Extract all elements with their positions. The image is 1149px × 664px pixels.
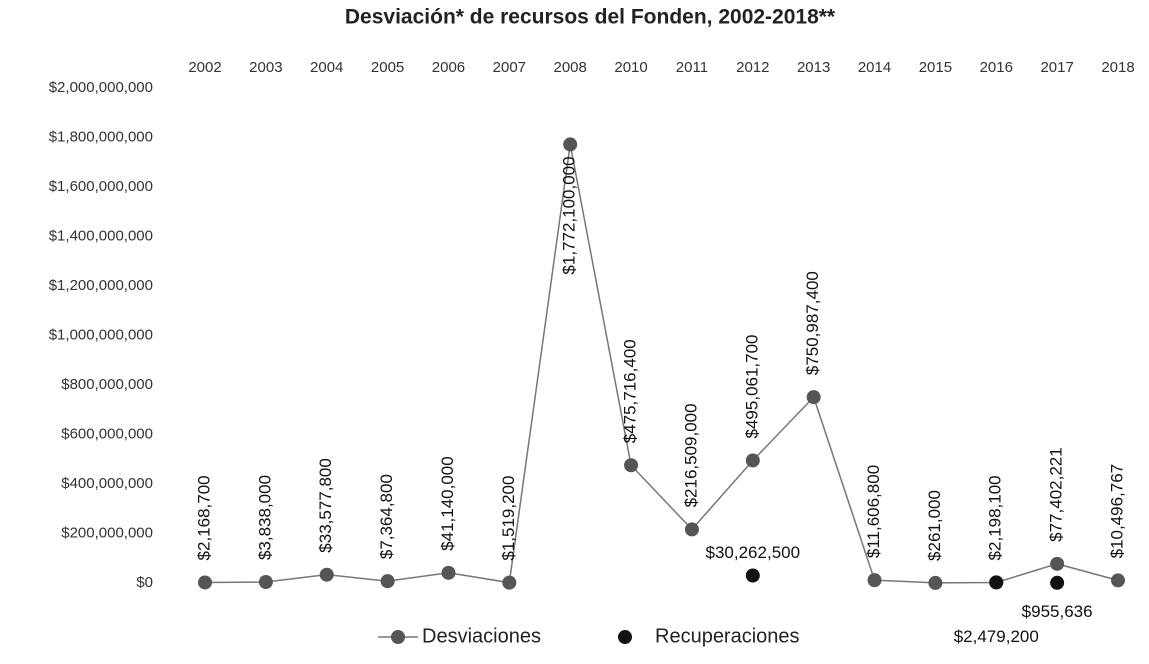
data-label: $2,479,200 xyxy=(954,627,1039,646)
data-label: $77,402,221 xyxy=(1047,447,1066,542)
data-label: $1,772,100,000 xyxy=(560,156,579,274)
data-label: $30,262,500 xyxy=(706,543,801,562)
data-label: $261,000 xyxy=(925,490,944,561)
marker xyxy=(1111,573,1125,588)
marker xyxy=(1050,556,1065,571)
y-tick-label: $0 xyxy=(136,574,153,591)
marker xyxy=(319,567,334,582)
marker xyxy=(624,458,639,473)
x-tick-label: 2007 xyxy=(493,59,526,76)
x-tick-label: 2015 xyxy=(919,59,952,76)
data-label: $216,509,000 xyxy=(681,403,700,507)
x-tick-label: 2005 xyxy=(371,59,404,76)
x-tick-label: 2013 xyxy=(797,59,830,76)
x-tick-label: 2011 xyxy=(676,59,708,76)
marker xyxy=(745,568,760,583)
y-tick-label: $1,400,000,000 xyxy=(49,227,153,244)
x-tick-label: 2012 xyxy=(736,59,769,76)
marker xyxy=(1050,575,1065,590)
marker xyxy=(806,390,821,405)
y-tick-label: $2,000,000,000 xyxy=(49,79,153,96)
data-label: $10,496,767 xyxy=(1107,464,1126,559)
data-label: $41,140,000 xyxy=(438,456,457,551)
data-label: $2,168,700 xyxy=(194,475,213,560)
data-label: $33,577,800 xyxy=(316,458,335,553)
y-tick-label: $1,200,000,000 xyxy=(49,277,153,294)
legend-marker xyxy=(618,630,632,644)
marker xyxy=(380,574,395,589)
data-label: $3,838,000 xyxy=(255,475,274,560)
y-tick-label: $1,600,000,000 xyxy=(49,178,153,195)
marker xyxy=(989,575,1004,590)
x-tick-label: 2003 xyxy=(249,59,282,76)
x-tick-label: 2008 xyxy=(554,59,587,76)
y-tick-label: $1,000,000,000 xyxy=(49,326,153,343)
data-label: $475,716,400 xyxy=(621,339,640,443)
y-tick-label: $800,000,000 xyxy=(61,376,153,393)
marker xyxy=(867,573,882,588)
data-label: $955,636 xyxy=(1022,602,1093,621)
x-tick-label: 2018 xyxy=(1101,59,1134,76)
marker xyxy=(684,522,699,537)
marker xyxy=(745,453,760,468)
y-tick-label: $600,000,000 xyxy=(61,425,153,442)
y-tick-label: $200,000,000 xyxy=(61,524,153,541)
data-label: $7,364,800 xyxy=(377,474,396,559)
data-label: $1,519,200 xyxy=(499,476,518,561)
marker xyxy=(441,565,456,580)
marker xyxy=(563,137,578,152)
data-label: $750,987,400 xyxy=(803,271,822,375)
x-tick-label: 2006 xyxy=(432,59,465,76)
marker xyxy=(502,575,517,590)
x-tick-label: 2014 xyxy=(858,59,891,76)
x-tick-label: 2010 xyxy=(614,59,647,76)
legend-label: Desviaciones xyxy=(422,625,541,647)
series-line xyxy=(204,144,1119,584)
y-tick-label: $1,800,000,000 xyxy=(49,128,153,145)
chart-title: Desviación* de recursos del Fonden, 2002… xyxy=(345,6,836,29)
legend-label: Recuperaciones xyxy=(655,625,800,647)
data-label: $2,198,100 xyxy=(986,475,1005,560)
legend-marker xyxy=(391,630,405,644)
marker xyxy=(198,575,212,590)
data-label: $11,606,800 xyxy=(864,465,883,558)
data-label: $495,061,700 xyxy=(742,334,761,438)
x-tick-label: 2016 xyxy=(980,59,1013,76)
x-tick-label: 2004 xyxy=(310,59,343,76)
x-tick-label: 2002 xyxy=(188,59,221,76)
marker xyxy=(258,575,273,590)
x-tick-label: 2017 xyxy=(1040,59,1073,76)
marker xyxy=(928,575,943,590)
y-tick-label: $400,000,000 xyxy=(61,475,153,492)
